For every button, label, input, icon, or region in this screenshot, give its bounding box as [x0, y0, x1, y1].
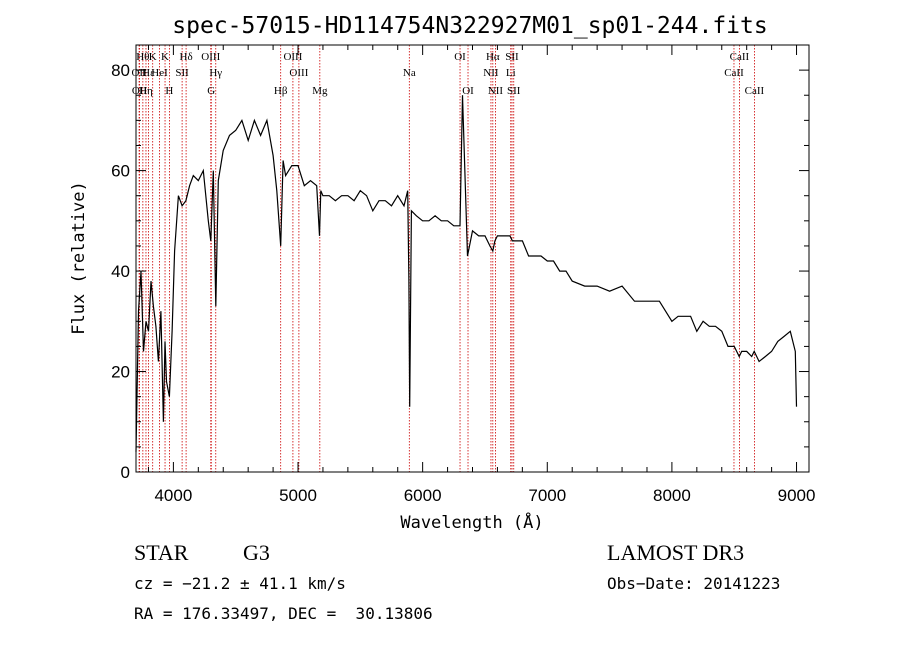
y-tick-label: 20	[111, 363, 130, 382]
object-subclass: G3	[243, 540, 270, 565]
line-label-21: NII	[483, 67, 499, 79]
line-label-8: H	[165, 85, 173, 97]
line-label-2: Hθ	[136, 51, 149, 63]
line-label-5: K	[149, 51, 157, 63]
line-label-16: OIII	[289, 67, 308, 79]
x-axis-label: Wavelength (Å)	[400, 511, 543, 533]
spectrum-series-line	[135, 95, 798, 452]
y-axis-ticks: 0 20 40 60 80	[111, 44, 809, 482]
line-label-11: OIII	[201, 51, 220, 63]
x-tick-label: 6000	[404, 486, 442, 505]
line-label-22: Hα	[486, 51, 500, 63]
line-label-29: CaII	[745, 85, 765, 97]
line-label-14: Hβ	[274, 85, 288, 97]
y-axis-label: Flux (relative)	[69, 181, 89, 335]
object-class: STAR	[134, 540, 189, 565]
line-label-6: HeI	[151, 67, 168, 79]
observation-date: Obs−Date: 20141223	[607, 574, 781, 593]
plot-frame	[135, 44, 810, 473]
emission-line-markers	[138, 45, 755, 472]
y-tick-label: 0	[121, 463, 130, 482]
line-label-15: OIII	[283, 51, 302, 63]
line-label-3: Hη	[139, 85, 153, 97]
x-tick-label: 7000	[528, 486, 566, 505]
line-label-7: K	[161, 51, 169, 63]
line-label-17: Mg	[312, 85, 328, 97]
y-tick-label: 40	[111, 262, 130, 281]
x-tick-label: 5000	[279, 486, 317, 505]
chart-title: spec-57015-HD114754N322927M01_sp01-244.f…	[172, 13, 767, 39]
line-label-23: NII	[488, 85, 504, 97]
line-label-10: Hδ	[180, 51, 193, 63]
y-tick-label: 80	[111, 61, 130, 80]
line-label-19: OI	[454, 51, 466, 63]
line-label-26: SII	[507, 85, 521, 97]
x-axis-ticks: 4000 5000 6000 7000 8000 9000	[147, 45, 816, 505]
line-label-24: Li	[506, 67, 516, 79]
y-tick-label: 60	[111, 162, 130, 181]
x-tick-label: 9000	[778, 486, 816, 505]
coordinates-readout: RA = 176.33497, DEC = 30.13806	[134, 604, 433, 623]
line-label-25: SII	[505, 51, 519, 63]
line-label-18: Na	[403, 67, 416, 79]
survey-name: LAMOST DR3	[607, 540, 745, 565]
line-label-12: G	[207, 85, 215, 97]
redshift-readout: cz = −21.2 ± 41.1 km/s	[134, 574, 346, 593]
line-label-9: SII	[175, 67, 189, 79]
line-label-28: CaII	[730, 51, 750, 63]
x-tick-label: 8000	[653, 486, 691, 505]
line-label-27: CaII	[724, 67, 744, 79]
x-tick-label: 4000	[154, 486, 192, 505]
line-label-13: Hγ	[209, 67, 222, 79]
line-label-20: OI	[462, 85, 474, 97]
